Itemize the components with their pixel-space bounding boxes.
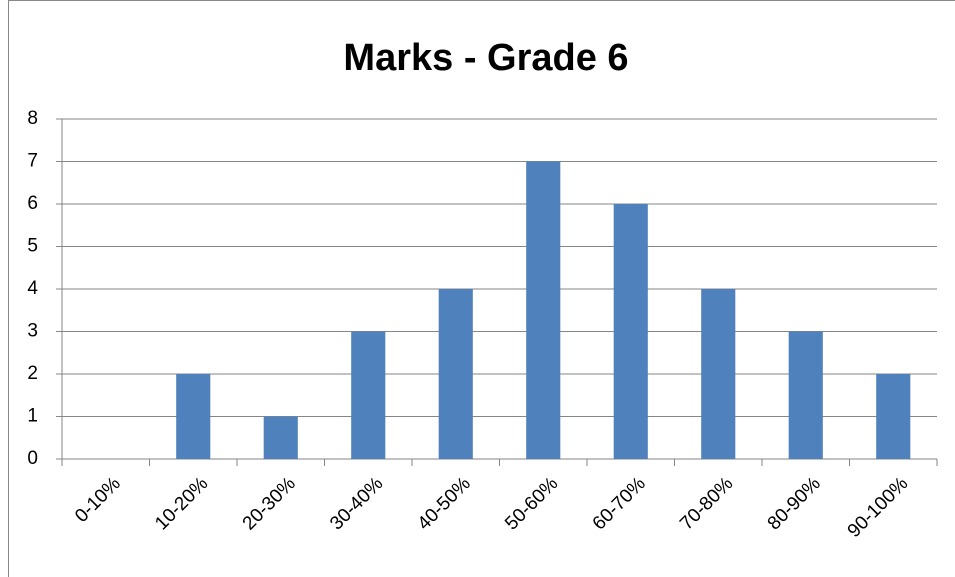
- y-tick-label: 5: [27, 236, 38, 257]
- y-tick-label: 6: [27, 193, 38, 214]
- y-tick-label: 1: [27, 406, 38, 427]
- bar: [613, 204, 648, 459]
- bar: [701, 289, 736, 459]
- chart-title: Marks - Grade 6: [343, 37, 628, 79]
- bar: [176, 374, 211, 459]
- y-tick-label: 8: [27, 108, 38, 129]
- y-tick-label: 0: [27, 448, 38, 469]
- y-tick-label: 3: [27, 321, 38, 342]
- bar: [526, 161, 561, 459]
- bar: [438, 289, 473, 459]
- bar: [876, 374, 911, 459]
- y-tick-label: 7: [27, 151, 38, 172]
- bar: [263, 416, 298, 459]
- y-tick-label: 4: [27, 278, 38, 299]
- y-tick-label: 2: [27, 363, 38, 384]
- bar: [788, 331, 823, 459]
- bar: [351, 331, 386, 459]
